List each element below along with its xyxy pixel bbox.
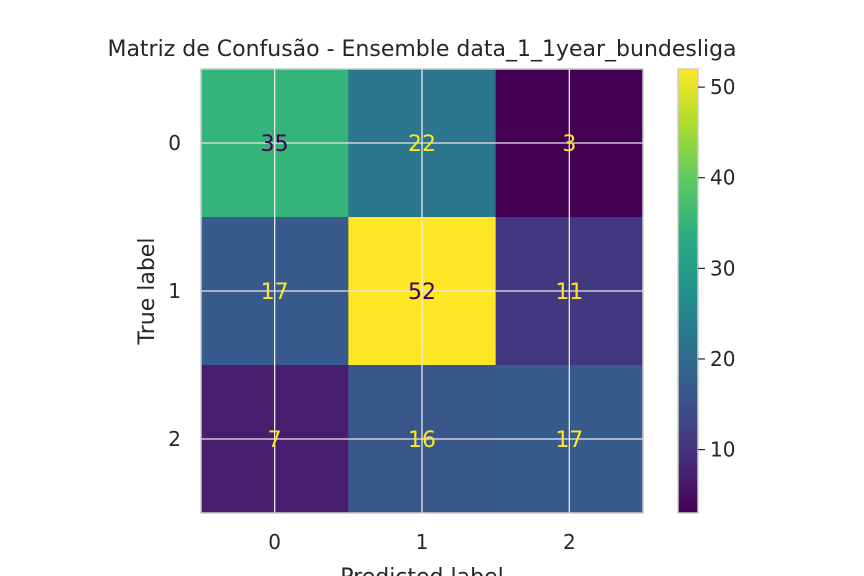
x-axis-ticks: 0 1 2 xyxy=(268,530,575,554)
cell-value-label: 7 xyxy=(268,428,282,453)
colorbar-gradient xyxy=(677,68,699,514)
cell-value-label: 35 xyxy=(261,132,289,157)
colorbar-tick-label: 30 xyxy=(710,256,735,280)
x-axis-label: Predicted label xyxy=(340,565,503,576)
grid-lines xyxy=(201,69,643,513)
y-tick-label: 0 xyxy=(168,131,181,155)
cell-value-label: 52 xyxy=(408,280,436,305)
cell-labels: 35 22 3 17 52 11 7 16 17 xyxy=(261,132,584,453)
colorbar-tick-label: 50 xyxy=(710,75,735,99)
x-tick-label: 0 xyxy=(268,530,281,554)
x-tick-label: 1 xyxy=(416,530,429,554)
colorbar-ticks: 10 20 30 40 50 xyxy=(698,75,735,462)
cell-value-label: 17 xyxy=(555,428,583,453)
colorbar-tick-label: 40 xyxy=(710,166,735,190)
cell-value-label: 11 xyxy=(555,280,583,305)
cell-value-label: 17 xyxy=(261,280,289,305)
y-axis-ticks: 0 1 2 xyxy=(168,131,181,451)
cell-value-label: 3 xyxy=(562,132,576,157)
colorbar: 10 20 30 40 50 xyxy=(677,68,735,514)
y-tick-label: 2 xyxy=(168,427,181,451)
cell-value-label: 16 xyxy=(408,428,436,453)
colorbar-tick-label: 20 xyxy=(710,347,735,371)
y-tick-label: 1 xyxy=(168,279,181,303)
colorbar-tick-label: 10 xyxy=(710,438,735,462)
x-tick-label: 2 xyxy=(563,530,576,554)
y-axis-label: True label xyxy=(135,238,160,346)
chart-title: Matriz de Confusão - Ensemble data_1_1ye… xyxy=(107,37,736,62)
cell-value-label: 22 xyxy=(408,132,436,157)
plot-frame xyxy=(200,68,644,514)
